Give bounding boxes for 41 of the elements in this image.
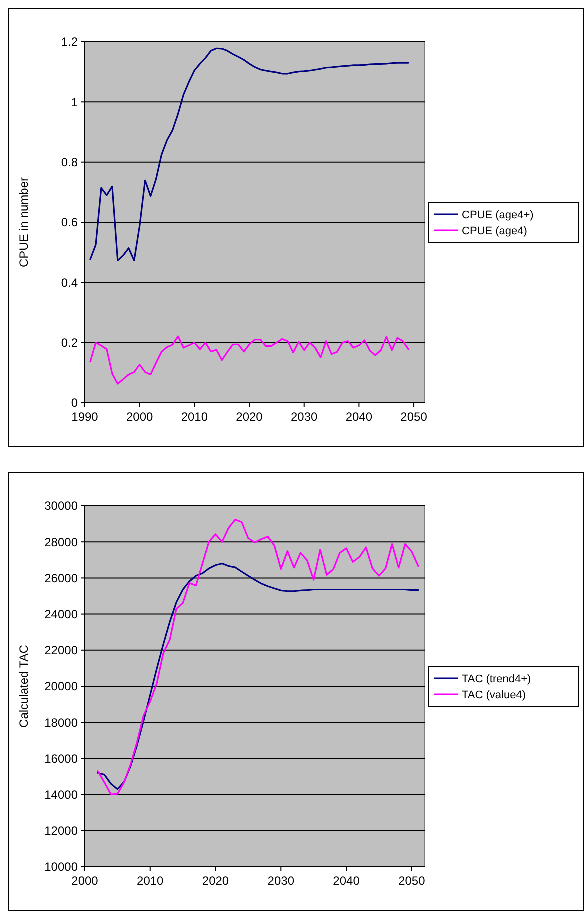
x-tick-label: 1990 <box>72 410 99 424</box>
x-tick-label: 2000 <box>126 410 154 424</box>
x-tick-label: 2000 <box>72 874 99 888</box>
y-axis-title: Calculated TAC <box>17 644 31 728</box>
y-tick-label: 20000 <box>44 680 78 694</box>
x-tick-label: 2030 <box>268 874 295 888</box>
y-tick-label: 12000 <box>44 824 78 838</box>
y-tick-label: 0.2 <box>61 336 78 350</box>
legend-label: TAC (trend4+) <box>462 673 532 686</box>
y-tick-label: 28000 <box>44 535 78 550</box>
x-tick-label: 2010 <box>181 410 208 424</box>
legend-label: CPUE (age4) <box>462 225 528 238</box>
y-tick-label: 10000 <box>44 860 78 874</box>
x-tick-label: 2010 <box>137 874 164 888</box>
y-axis-title: CPUE in number <box>17 177 31 268</box>
y-tick-label: 14000 <box>44 788 78 802</box>
x-tick-label: 2030 <box>291 410 318 424</box>
x-tick-label: 2040 <box>333 874 360 888</box>
line-series <box>90 336 410 385</box>
y-tick-label: 18000 <box>44 716 78 730</box>
x-tick-label: 2020 <box>202 874 230 888</box>
y-tick-label: 26000 <box>44 571 78 586</box>
x-tick-label: 2020 <box>236 410 264 424</box>
y-tick-label: 0.8 <box>61 156 78 170</box>
legend-label: CPUE (age4+) <box>462 209 534 222</box>
y-tick-label: 16000 <box>44 752 78 766</box>
y-tick-label: 22000 <box>44 644 78 658</box>
y-tick-label: 0.6 <box>61 216 78 230</box>
y-tick-label: 30000 <box>44 499 78 514</box>
legend-label: TAC (value4) <box>462 689 526 702</box>
y-tick-label: 0 <box>71 396 78 410</box>
x-tick-label: 2040 <box>346 410 373 424</box>
y-tick-label: 0.4 <box>61 276 78 290</box>
x-tick-label: 2050 <box>398 874 426 888</box>
line-series <box>97 519 420 796</box>
line-series <box>97 562 420 790</box>
line-series <box>90 48 410 262</box>
y-tick-label: 1.2 <box>61 35 78 50</box>
y-tick-label: 24000 <box>44 608 78 622</box>
y-tick-label: 1 <box>71 95 78 110</box>
x-tick-label: 2050 <box>400 410 428 424</box>
